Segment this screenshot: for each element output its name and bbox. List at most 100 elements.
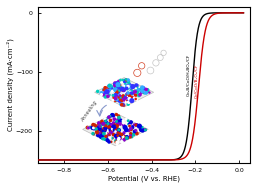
Point xyxy=(91,123,95,126)
Point xyxy=(100,136,104,139)
Point xyxy=(120,80,124,83)
Point xyxy=(123,83,127,86)
Point xyxy=(125,85,129,88)
Point xyxy=(122,138,126,141)
Point xyxy=(140,86,144,89)
Point xyxy=(134,124,138,127)
Point xyxy=(121,89,125,92)
Point xyxy=(110,114,114,117)
Point xyxy=(107,125,112,128)
Polygon shape xyxy=(82,113,148,146)
Point xyxy=(141,87,145,90)
Point xyxy=(114,140,118,143)
Point xyxy=(127,124,132,127)
Point xyxy=(133,129,137,132)
Point xyxy=(94,123,98,126)
Point xyxy=(117,94,121,98)
Point xyxy=(105,122,109,125)
Point xyxy=(144,91,148,94)
Point xyxy=(94,127,98,130)
Point xyxy=(132,90,136,93)
Point xyxy=(115,124,120,127)
Point xyxy=(107,93,111,96)
Point xyxy=(129,132,133,135)
Point xyxy=(116,127,120,130)
Point xyxy=(112,89,116,92)
Point xyxy=(110,137,114,140)
Text: Co/CoO/B₂O₃/CF: Co/CoO/B₂O₃/CF xyxy=(194,63,198,98)
Point xyxy=(126,97,131,100)
Point xyxy=(113,130,117,133)
Point xyxy=(128,122,132,125)
Point xyxy=(124,118,128,121)
Point xyxy=(102,131,106,134)
Text: Co₂B/CoO/H₃BO₃/CF: Co₂B/CoO/H₃BO₃/CF xyxy=(186,53,190,96)
Point xyxy=(123,91,127,94)
Point xyxy=(132,97,136,100)
Point xyxy=(115,82,119,85)
Point xyxy=(111,125,115,128)
Point xyxy=(85,126,89,129)
Point xyxy=(106,140,110,143)
Point xyxy=(115,127,119,130)
Point xyxy=(114,98,118,101)
Point xyxy=(114,127,118,130)
Point xyxy=(108,115,112,118)
Point xyxy=(117,137,121,140)
Point xyxy=(115,94,119,98)
Point xyxy=(117,134,121,137)
Point xyxy=(125,85,129,88)
Point xyxy=(116,124,120,127)
Point xyxy=(95,131,99,134)
Point xyxy=(129,90,133,93)
Point xyxy=(129,99,133,102)
Point xyxy=(113,83,117,86)
Point xyxy=(104,123,108,126)
Point xyxy=(136,87,140,90)
Point xyxy=(113,99,117,102)
Point xyxy=(96,122,100,125)
Point xyxy=(107,122,111,125)
Point xyxy=(139,88,143,91)
Point xyxy=(106,122,110,125)
Point xyxy=(104,131,108,134)
Point xyxy=(101,125,105,129)
Point xyxy=(128,99,132,102)
Point xyxy=(118,132,122,135)
Point xyxy=(131,91,135,94)
Point xyxy=(98,135,103,138)
Point xyxy=(135,71,139,74)
Point xyxy=(120,140,124,143)
Point xyxy=(117,116,121,119)
Point xyxy=(139,128,143,131)
Point xyxy=(114,83,118,86)
Point xyxy=(112,94,116,97)
Point xyxy=(103,127,107,130)
Point xyxy=(134,89,138,92)
Point xyxy=(115,118,120,121)
Point xyxy=(102,132,106,135)
Point xyxy=(128,134,132,137)
Point xyxy=(122,89,126,92)
Point xyxy=(117,129,121,132)
Point xyxy=(127,101,131,104)
Point xyxy=(126,85,130,88)
Point xyxy=(141,129,145,132)
Point xyxy=(113,84,117,87)
Point xyxy=(122,124,126,127)
Point xyxy=(93,126,97,129)
Point xyxy=(98,125,103,128)
Point xyxy=(131,85,135,88)
Point xyxy=(128,91,132,94)
Point xyxy=(128,85,132,88)
Point xyxy=(118,98,122,101)
Point xyxy=(105,129,109,132)
Point xyxy=(97,122,101,125)
Point xyxy=(133,90,137,93)
Point xyxy=(106,132,110,136)
Point xyxy=(111,114,115,117)
Point xyxy=(115,90,119,93)
Point xyxy=(114,134,118,137)
Point xyxy=(129,121,133,124)
Point xyxy=(114,129,118,132)
